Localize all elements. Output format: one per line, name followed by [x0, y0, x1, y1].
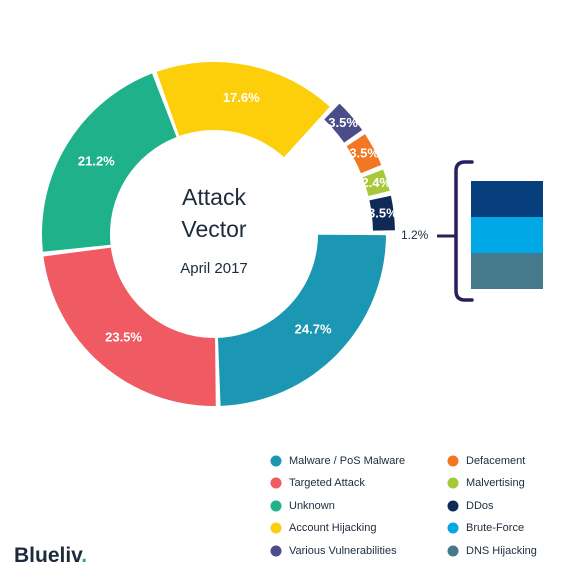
svg-text:Blueliv.: Blueliv.	[14, 544, 87, 567]
chart-subtitle: April 2017	[180, 260, 248, 277]
legend-item-dns-hijacking: DNS Hijacking	[447, 545, 537, 557]
legend-item-various-vulnerabilities: Various Vulnerabilities	[270, 545, 397, 557]
legend-item-brute-force: Brute-Force	[447, 522, 524, 534]
legend-swatch-targeted-attack	[270, 477, 282, 489]
slice-label-various-vulnerabilities: 3.5%	[328, 115, 358, 130]
blueliv-logo: Blueliv.	[14, 544, 87, 567]
slice-targeted-attack-shape	[43, 247, 216, 406]
slice-account-hijacking: 17.6%	[156, 61, 330, 158]
legend-swatch-account-hijacking	[270, 522, 282, 534]
legend-item-defacement: Defacement	[447, 455, 525, 467]
breakdown-bar-dns-hijacking	[471, 253, 543, 289]
legend-item-malvertising: Malvertising	[447, 477, 525, 489]
legend-item-targeted-attack: Targeted Attack	[270, 477, 365, 489]
logo-text: Blueliv	[14, 544, 83, 567]
legend-swatch-malvertising	[447, 477, 459, 489]
breakdown-external-label: 1.2%	[401, 228, 429, 242]
legend-label-unknown: Unknown	[289, 500, 335, 512]
legend-item-account-hijacking: Account Hijacking	[270, 522, 376, 534]
slice-ddos-shape	[369, 195, 395, 231]
slice-malware-pos-malware: 24.7%	[217, 234, 386, 406]
legend: Malware / PoS Malware Targeted Attack Unkn…	[270, 455, 537, 557]
slice-label-malware-pos-malware: 24.7%	[295, 321, 332, 336]
breakdown-callout: 1.2%	[401, 160, 543, 302]
slice-malvertising: 2.4%	[361, 169, 392, 197]
slice-defacement-shape	[346, 134, 382, 174]
legend-label-targeted-attack: Targeted Attack	[289, 477, 365, 489]
slice-label-targeted-attack: 23.5%	[105, 330, 142, 345]
legend-swatch-ddos	[447, 500, 459, 512]
legend-item-unknown: Unknown	[270, 500, 335, 512]
legend-swatch-various-vulnerabilities	[270, 545, 282, 557]
slice-label-unknown: 21.2%	[78, 153, 115, 168]
legend-swatch-unknown	[270, 500, 282, 512]
legend-swatch-defacement	[447, 455, 459, 467]
slice-label-defacement: 3.5%	[349, 146, 379, 161]
legend-swatch-dns-hijacking	[447, 545, 459, 557]
legend-item-malware-pos-malware: Malware / PoS Malware	[270, 455, 405, 467]
legend-label-defacement: Defacement	[466, 455, 525, 467]
slice-malvertising-shape	[362, 169, 390, 197]
callout-bracket	[454, 160, 474, 302]
slice-targeted-attack: 23.5%	[43, 247, 216, 406]
legend-label-brute-force: Brute-Force	[466, 522, 524, 534]
slice-various-vulnerabilities: 3.5%	[324, 103, 363, 143]
legend-label-account-hijacking: Account Hijacking	[289, 522, 376, 534]
slice-defacement: 3.5%	[346, 134, 382, 174]
legend-label-ddos: DDos	[466, 500, 494, 512]
legend-label-malware-pos-malware: Malware / PoS Malware	[289, 455, 405, 467]
breakdown-bar-brute-force	[471, 217, 543, 253]
chart-title-line-1: Attack	[182, 184, 246, 210]
legend-swatch-malware-pos-malware	[270, 455, 282, 467]
legend-swatch-brute-force	[447, 522, 459, 534]
slice-unknown: 21.2%	[42, 73, 177, 252]
donut-chart: 24.7% 23.5% 21.2% 17.6% 3.5% 3.5% 2.4% 3.5%	[42, 61, 398, 406]
legend-label-various-vulnerabilities: Various Vulnerabilities	[289, 545, 397, 557]
slice-label-malvertising: 2.4%	[361, 175, 391, 190]
slice-ddos: 3.5%	[368, 195, 398, 231]
slice-various-vulnerabilities-shape	[324, 103, 363, 143]
legend-label-malvertising: Malvertising	[466, 477, 525, 489]
logo-dot: .	[81, 544, 87, 567]
slice-unknown-shape	[42, 73, 177, 252]
slice-account-hijacking-shape	[156, 61, 330, 158]
slice-malware-pos-malware-shape	[217, 234, 386, 406]
slice-label-account-hijacking: 17.6%	[223, 90, 260, 105]
breakdown-bar-ddos	[471, 181, 543, 217]
chart-title-line-2: Vector	[181, 216, 247, 242]
legend-item-ddos: DDos	[447, 500, 494, 512]
slice-label-ddos: 3.5%	[368, 206, 398, 221]
legend-label-dns-hijacking: DNS Hijacking	[466, 545, 537, 557]
